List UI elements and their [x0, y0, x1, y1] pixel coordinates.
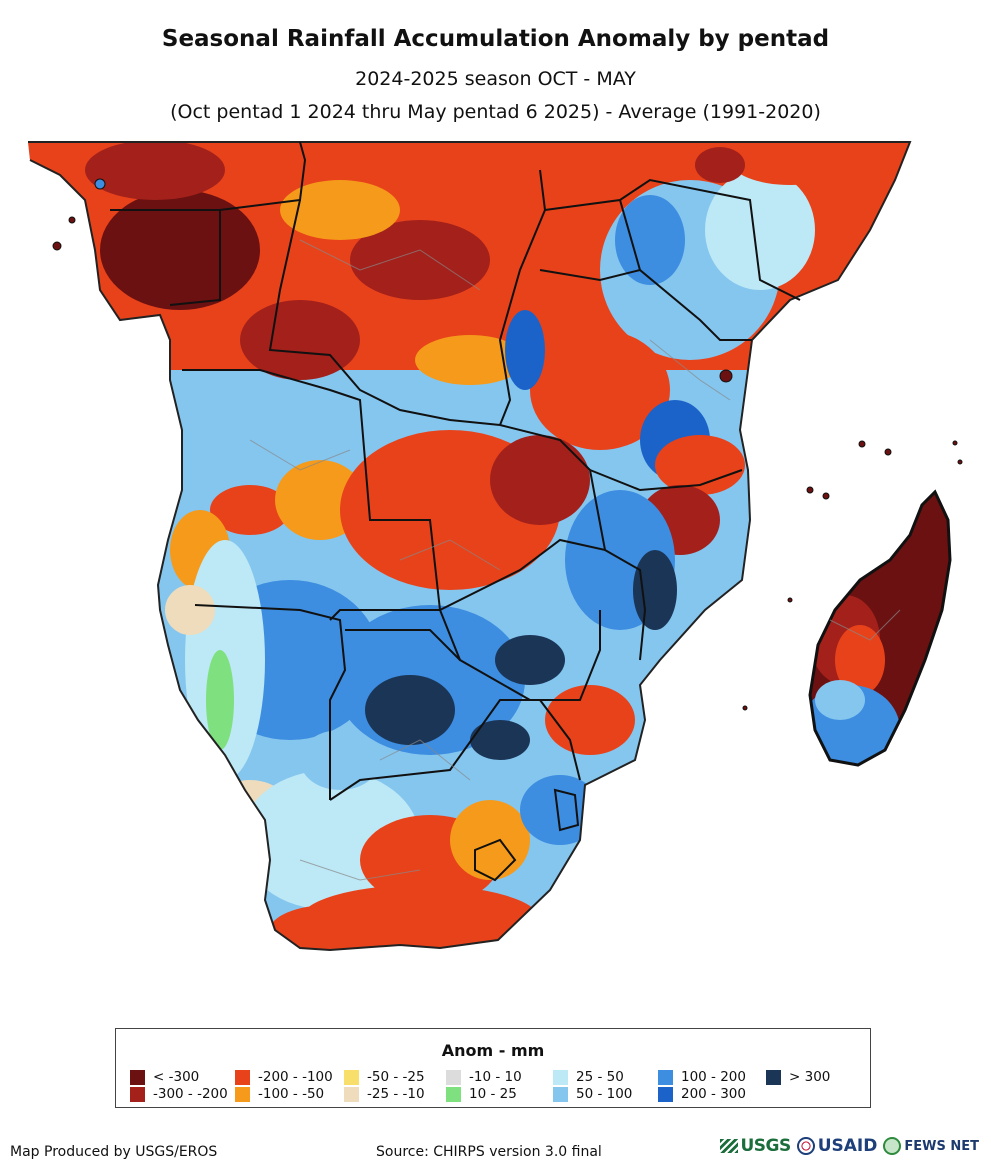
legend-label: 200 - 300	[681, 1086, 746, 1102]
legend-swatch	[658, 1069, 673, 1085]
rainfall-anomaly-map	[0, 140, 991, 1020]
legend-label: -10 - 10	[469, 1069, 522, 1085]
usaid-logo: USAID	[796, 1136, 877, 1156]
fews-net-logo: FEWS NET	[883, 1137, 979, 1155]
legend-label: < -300	[153, 1069, 200, 1085]
legend-item: -300 - -200	[130, 1086, 228, 1102]
legend-swatch	[553, 1069, 568, 1085]
map-subtitle-period: (Oct pentad 1 2024 thru May pentad 6 202…	[170, 101, 821, 123]
legend-swatch	[553, 1086, 568, 1102]
legend-item: 10 - 25	[446, 1086, 517, 1102]
legend-label: > 300	[789, 1069, 831, 1085]
map-title: Seasonal Rainfall Accumulation Anomaly b…	[161, 26, 830, 52]
legend-label: -200 - -100	[258, 1069, 333, 1085]
map-legend: Anom - mm < -300 -300 - -200 -200 - -100 -1…	[115, 1028, 871, 1108]
legend-swatch	[344, 1086, 359, 1102]
legend-swatch	[658, 1086, 673, 1102]
legend-title: Anom - mm	[441, 1041, 545, 1060]
usgs-wave-icon	[720, 1139, 739, 1153]
usgs-logo: USGS	[720, 1136, 791, 1156]
map-producer-credit: Map Produced by USGS/EROS	[10, 1144, 218, 1160]
legend-label: -25 - -10	[367, 1086, 425, 1102]
madagascar-coastline	[808, 489, 952, 767]
legend-item: > 300	[766, 1069, 830, 1085]
legend-label: 10 - 25	[469, 1086, 517, 1102]
legend-swatch	[130, 1086, 145, 1102]
legend-item: 25 - 50	[553, 1069, 624, 1085]
usaid-seal-icon	[796, 1137, 815, 1155]
legend-label: 25 - 50	[576, 1069, 624, 1085]
legend-label: -100 - -50	[258, 1086, 325, 1102]
legend-label: -300 - -200	[153, 1086, 228, 1102]
legend-item: < -300	[130, 1069, 199, 1085]
map-subtitle-season: 2024-2025 season OCT - MAY	[355, 68, 636, 90]
legend-item: -10 - 10	[446, 1069, 522, 1085]
legend-swatch	[130, 1069, 145, 1085]
agency-logos: USGS USAID FEWS NET	[720, 1136, 979, 1156]
admin-boundaries	[249, 239, 901, 881]
legend-item: 50 - 100	[553, 1086, 632, 1102]
legend-label: 50 - 100	[576, 1086, 633, 1102]
legend-item: -200 - -100	[235, 1069, 333, 1085]
islands	[52, 178, 963, 711]
legend-item: 100 - 200	[658, 1069, 746, 1085]
legend-swatch	[235, 1086, 250, 1102]
map-canvas	[28, 141, 963, 952]
legend-swatch	[344, 1069, 359, 1085]
national-borders	[110, 141, 801, 882]
legend-swatch	[446, 1069, 461, 1085]
legend-item: -100 - -50	[235, 1086, 324, 1102]
legend-label: 100 - 200	[681, 1069, 746, 1085]
legend-label: -50 - -25	[367, 1069, 425, 1085]
legend-swatch	[235, 1069, 250, 1085]
data-source-credit: Source: CHIRPS version 3.0 final	[376, 1144, 602, 1160]
legend-item: -25 - -10	[344, 1086, 425, 1102]
legend-swatch	[766, 1069, 781, 1085]
fews-globe-icon	[883, 1137, 902, 1155]
legend-swatch	[446, 1086, 461, 1102]
legend-item: -50 - -25	[344, 1069, 425, 1085]
legend-item: 200 - 300	[658, 1086, 746, 1102]
coastline	[28, 141, 912, 952]
